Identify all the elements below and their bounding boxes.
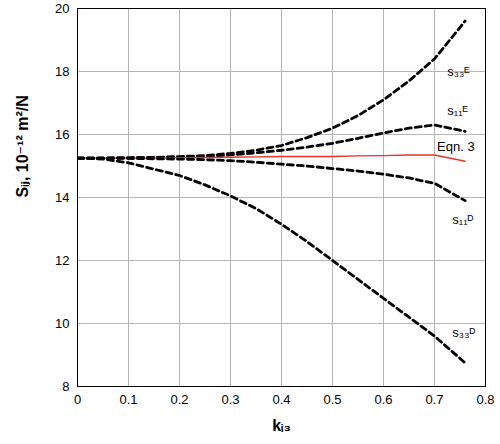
svg-text:8: 8 (62, 379, 69, 394)
svg-text:0.2: 0.2 (170, 392, 188, 407)
svg-text:0.1: 0.1 (119, 392, 137, 407)
svg-text:0.3: 0.3 (221, 392, 239, 407)
svg-text:Sᵢⱼ, 10⁻¹² m²/N: Sᵢⱼ, 10⁻¹² m²/N (14, 95, 31, 197)
svg-text:0.5: 0.5 (323, 392, 341, 407)
svg-text:0.8: 0.8 (476, 392, 494, 407)
svg-text:0.6: 0.6 (374, 392, 392, 407)
svg-text:20: 20 (55, 1, 69, 16)
svg-text:18: 18 (55, 64, 69, 79)
svg-text:0: 0 (74, 392, 81, 407)
svg-text:16: 16 (55, 127, 69, 142)
svg-text:12: 12 (55, 253, 69, 268)
svg-text:s₁₁ᴰ: s₁₁ᴰ (452, 212, 473, 227)
svg-text:10: 10 (55, 316, 69, 331)
svg-text:s₁₁ᴱ: s₁₁ᴱ (447, 103, 468, 118)
svg-text:0.7: 0.7 (425, 392, 443, 407)
svg-text:14: 14 (55, 190, 69, 205)
svg-text:kᵢ₃: kᵢ₃ (272, 417, 291, 434)
svg-text:Eqn. 3: Eqn. 3 (437, 139, 475, 154)
svg-text:s₃₃ᴰ: s₃₃ᴰ (452, 325, 475, 340)
svg-text:0.4: 0.4 (272, 392, 290, 407)
svg-text:s₃₃ᴱ: s₃₃ᴱ (447, 64, 470, 79)
